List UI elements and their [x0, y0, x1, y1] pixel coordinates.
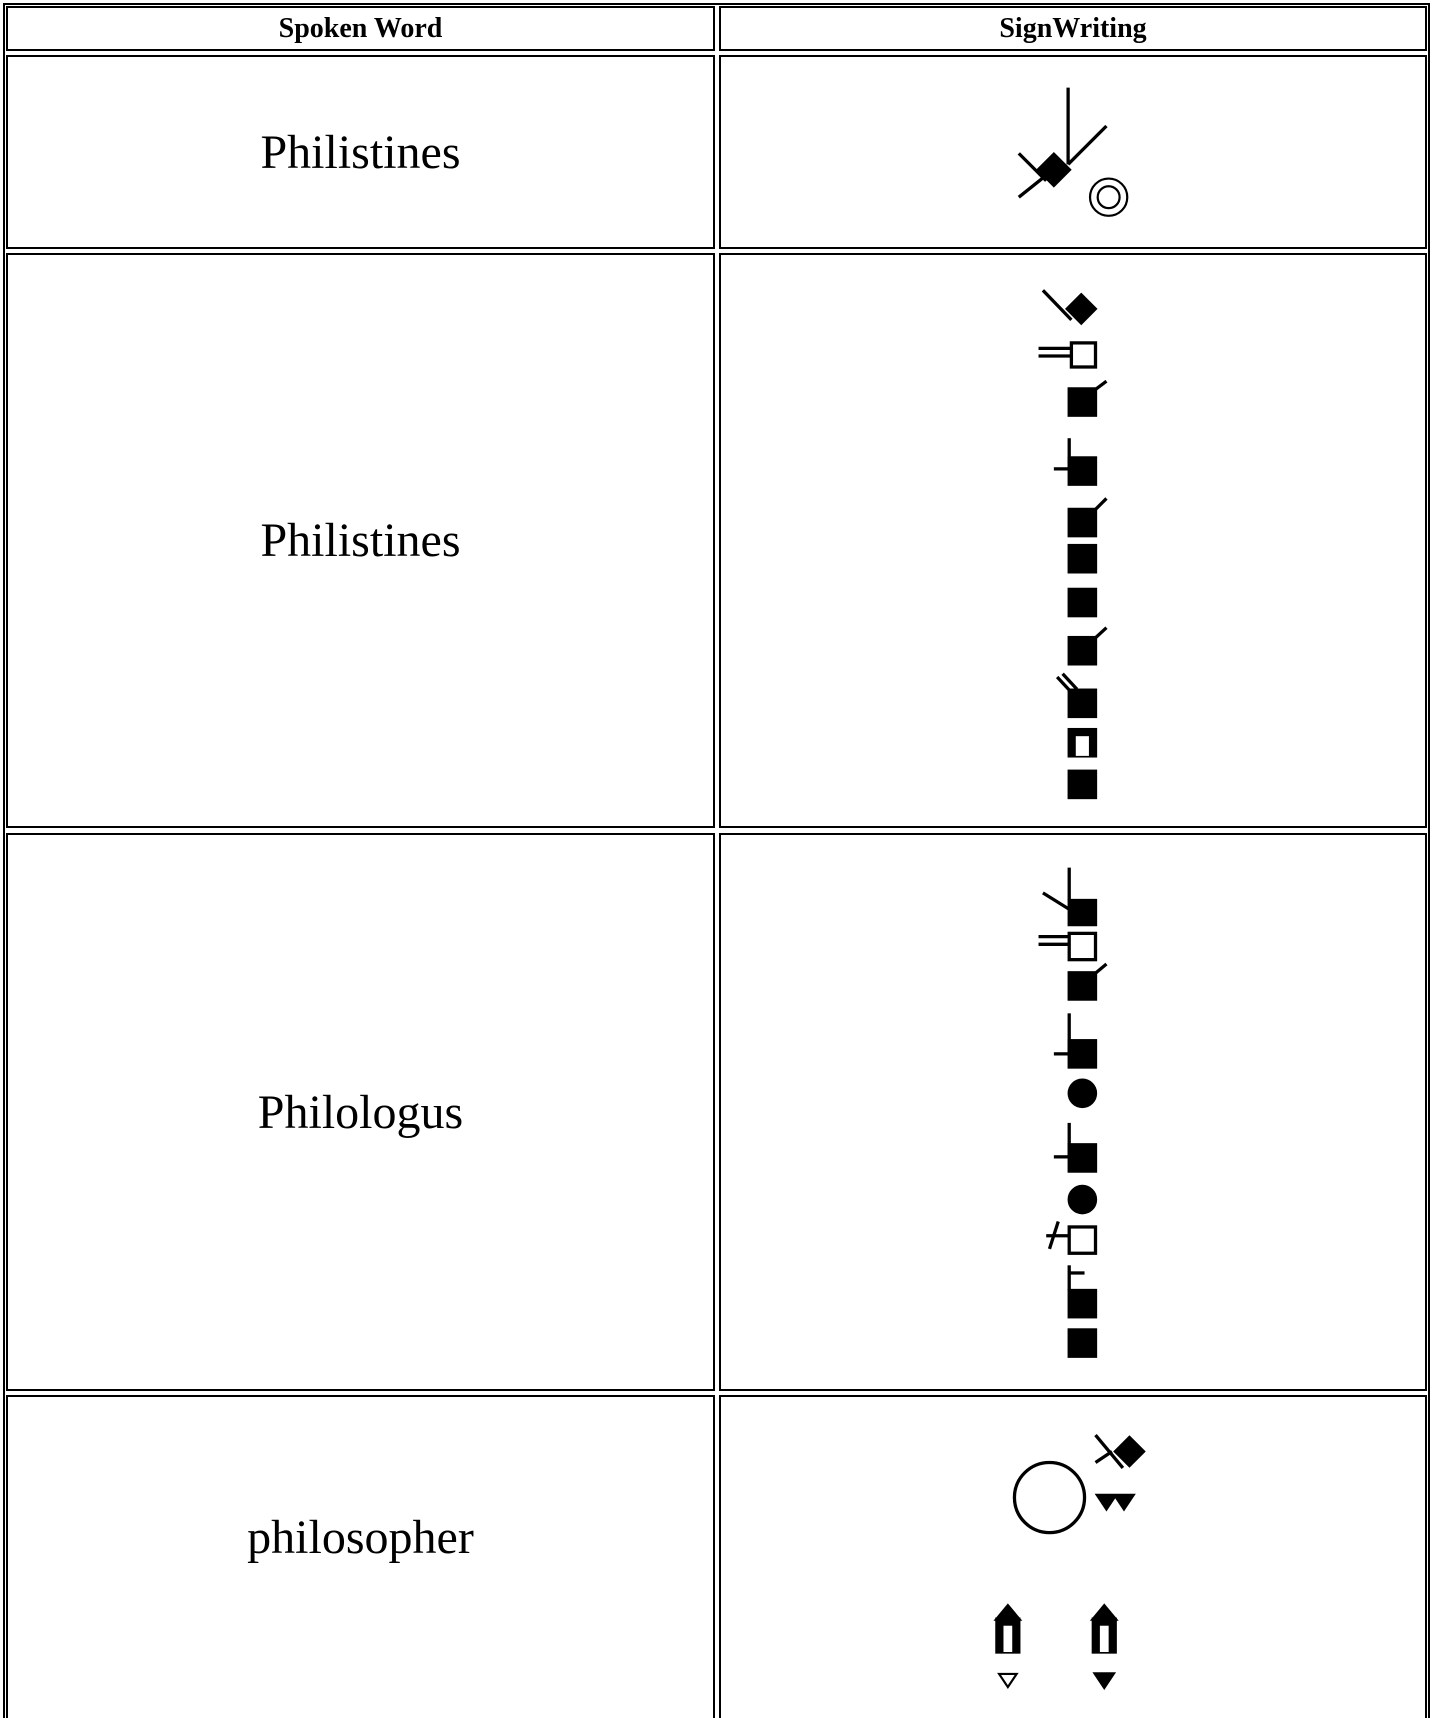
word: philosopher [247, 1510, 474, 1564]
word-cell: Philologus [6, 833, 715, 1391]
word-cell: Philistines [6, 253, 715, 828]
word: Philistines [260, 514, 461, 567]
sign-cell [719, 833, 1427, 1391]
sign-glyph [1017, 87, 1129, 217]
header-cell: Spoken Word [6, 6, 715, 51]
sign-cell [719, 253, 1427, 828]
word: Philologus [257, 1085, 464, 1139]
word-cell: philosopher [6, 1395, 715, 1718]
header-cell: SignWriting [719, 6, 1427, 51]
sign-cell [719, 55, 1427, 249]
word-cell: Philistines [6, 55, 715, 249]
header-text: SignWriting [999, 12, 1147, 44]
sign-glyph [993, 1434, 1146, 1691]
sign-glyph [1038, 867, 1108, 1358]
table-frame [3, 3, 1430, 1718]
sign-cell [719, 1395, 1427, 1718]
sign-glyph [1038, 289, 1108, 800]
word: Philistines [260, 125, 461, 179]
header-text: Spoken Word [278, 12, 443, 44]
